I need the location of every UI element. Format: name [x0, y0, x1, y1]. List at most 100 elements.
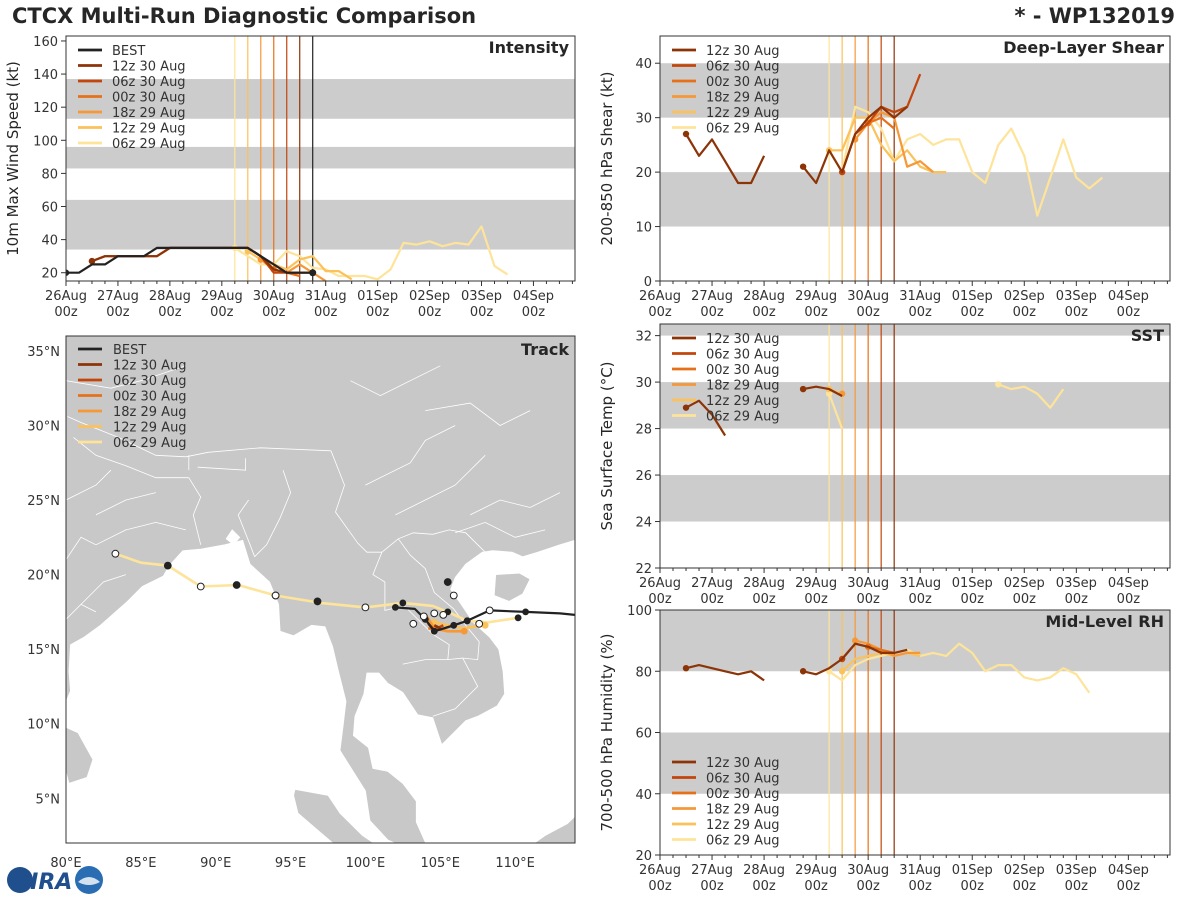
intensity-legend-label: 12z 29 Aug [112, 122, 186, 137]
shear-x-tick-label: 04Sep [1108, 289, 1149, 304]
shear-y-tick-label: 40 [635, 57, 652, 72]
shear-shade-band [660, 63, 1170, 118]
shear-series-line [829, 116, 947, 174]
intensity-y-tick-label: 80 [41, 167, 58, 182]
track-lon-label: 80°E [50, 856, 81, 871]
intensity-legend-label: 00z 30 Aug [112, 91, 186, 106]
sst-legend-label: 12z 30 Aug [706, 332, 780, 347]
sst-x-tick-label: 03Sep [1056, 576, 1097, 591]
sst-y-tick-label: 30 [635, 376, 652, 391]
country-border [365, 425, 456, 486]
track-lon-label: 110°E [495, 856, 535, 871]
country-border [254, 470, 292, 557]
country-border [188, 477, 202, 545]
track-position-marker [449, 591, 458, 600]
track-position-marker [361, 603, 370, 612]
rh-series-line [685, 664, 765, 682]
track-position-marker [475, 619, 484, 628]
track-position-marker [443, 578, 452, 586]
rh-legend-label: 00z 30 Aug [706, 787, 780, 802]
shear-y-tick-label: 0 [644, 275, 652, 290]
track-marker [450, 621, 458, 629]
shear-x-tick-label: 03Sep [1056, 289, 1097, 304]
sst-x-tick-label-hour: 00z [1117, 592, 1141, 607]
sst-shade-band [660, 382, 1170, 429]
rh-x-tick-label: 04Sep [1108, 863, 1149, 878]
rh-y-tick-label: 80 [635, 665, 652, 680]
sst-x-tick-label: 02Sep [1004, 576, 1045, 591]
track-position-marker [163, 561, 172, 570]
track-legend-label: 12z 30 Aug [113, 359, 187, 374]
rh-series-start-point [851, 637, 859, 644]
track-legend-label: 06z 30 Aug [113, 374, 187, 389]
rh-x-tick-label-hour: 00z [752, 879, 776, 894]
sst-legend-label: 06z 29 Aug [706, 410, 780, 425]
country-border [402, 657, 479, 717]
intensity-legend-label: 06z 30 Aug [112, 75, 186, 90]
track-legend-label: 00z 30 Aug [113, 390, 187, 405]
rh-x-tick-label: 01Sep [952, 863, 993, 878]
intensity-x-tick-label: 02Sep [409, 289, 450, 304]
intensity-series-start-point [88, 257, 96, 265]
track-map-area [66, 336, 575, 843]
rh-x-tick-label-hour: 00z [909, 879, 933, 894]
shear-x-tick-label: 31Aug [899, 289, 941, 304]
country-border [395, 455, 486, 516]
sst-x-tick-label: 01Sep [952, 576, 993, 591]
rh-series-start-point [838, 668, 846, 675]
track-marker [522, 608, 529, 616]
intensity-x-tick-label: 01Sep [357, 289, 398, 304]
intensity-x-tick-label-hour: 00z [366, 305, 390, 320]
intensity-legend-label: 12z 30 Aug [112, 60, 186, 75]
country-border [95, 521, 186, 546]
shear-x-tick-label-hour: 00z [856, 305, 880, 320]
track-marker [196, 582, 205, 591]
country-border [455, 521, 546, 538]
track-marker [430, 627, 438, 635]
track-lon-label: 90°E [200, 856, 231, 871]
shear-series-line [685, 133, 766, 185]
shear-panel-title: Deep-Layer Shear [1003, 38, 1164, 57]
rh-y-tick-label: 40 [635, 788, 652, 803]
rh-y-tick-label: 60 [635, 727, 652, 742]
rh-x-tick-label-hour: 00z [1013, 879, 1037, 894]
intensity-y-tick-label: 100 [33, 134, 58, 149]
track-lat-label: 10°N [27, 718, 60, 733]
shear-shade-band [660, 172, 1170, 227]
track-position-marker [232, 581, 241, 589]
intensity-x-tick-label: 27Aug [97, 289, 139, 304]
shear-x-tick-label-hour: 00z [961, 305, 985, 320]
track-marker [481, 621, 489, 629]
intensity-y-tick-label: 160 [33, 35, 58, 50]
country-border [66, 536, 97, 560]
sst-shade-band [660, 324, 1170, 336]
shear-legend-label: 00z 30 Aug [706, 75, 780, 90]
shear-x-tick-label: 30Aug [847, 289, 889, 304]
shear-x-tick-label-hour: 00z [1117, 305, 1141, 320]
track-lat-label: 15°N [27, 643, 60, 658]
hainan-island [493, 572, 531, 602]
sst-y-tick-label: 32 [635, 330, 652, 345]
page-title: CTCX Multi-Run Diagnostic Comparison [12, 4, 477, 28]
sst-series-start-point [825, 390, 833, 397]
sst-x-tick-label-hour: 00z [856, 592, 880, 607]
country-border [66, 469, 112, 501]
sst-panel-title: SST [1131, 326, 1164, 345]
rh-legend-label: 12z 30 Aug [706, 756, 780, 771]
intensity-x-tick-label: 28Aug [149, 289, 191, 304]
intensity-x-tick-label-hour: 00z [314, 305, 338, 320]
sri-lanka [66, 726, 94, 784]
country-border [73, 437, 189, 479]
sst-x-tick-label: 04Sep [1108, 576, 1149, 591]
sst-x-tick-label: 28Aug [743, 576, 785, 591]
sst-panel: 22242628303226Aug00z27Aug00z28Aug00z29Au… [598, 323, 1171, 607]
sst-x-tick-label: 29Aug [795, 576, 837, 591]
shear-legend-label: 18z 29 Aug [706, 91, 780, 106]
intensity-x-tick-label-hour: 00z [54, 305, 78, 320]
rh-x-tick-label-hour: 00z [648, 879, 672, 894]
shear-panel: 01020304026Aug00z27Aug00z28Aug00z29Aug00… [598, 35, 1171, 320]
intensity-x-tick-label: 03Sep [461, 289, 502, 304]
track-position-marker [430, 609, 439, 618]
country-border [66, 365, 186, 389]
